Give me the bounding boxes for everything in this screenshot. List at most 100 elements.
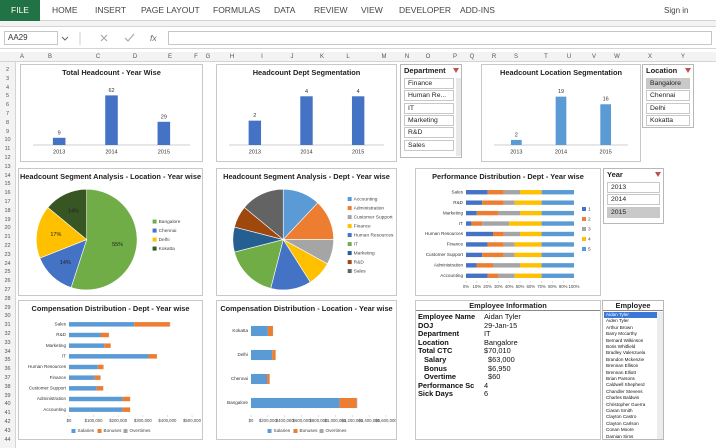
row-header[interactable]: 20 [4,225,11,232]
row-header[interactable]: 26 [4,278,11,285]
row-header[interactable]: 18 [4,207,11,214]
row-header[interactable]: 38 [4,383,11,390]
column-header[interactable]: R [491,54,497,60]
row-header[interactable]: 44 [4,436,11,443]
row-header[interactable]: 34 [4,348,11,355]
enter-icon[interactable] [124,33,135,42]
row-header[interactable]: 28 [4,295,11,302]
slicer-item[interactable]: Sales [404,139,454,151]
slicer-item[interactable]: 2013 [607,182,660,193]
row-header[interactable]: 16 [4,190,11,197]
column-header[interactable]: I [261,54,263,60]
ribbon-tab[interactable]: DATA [274,5,296,15]
column-header[interactable]: L [346,54,350,60]
employee-name[interactable]: Boris Whitfield [606,344,636,349]
list-scrollbar[interactable] [657,312,663,439]
row-header[interactable]: 41 [4,410,11,417]
employee-name[interactable]: Brandon Mckenzie [606,356,645,362]
employee-name[interactable]: Aidan Tyler [604,312,657,319]
row-header[interactable]: 6 [5,102,10,109]
row-header[interactable]: 11 [4,146,11,153]
column-header[interactable]: Y [680,54,685,60]
column-header[interactable]: A [19,54,24,60]
slicer-scrollbar[interactable] [456,78,461,156]
row-header[interactable]: 35 [4,357,11,364]
row-header[interactable]: 19 [4,216,11,223]
row-header[interactable]: 39 [4,392,11,399]
ribbon-tab[interactable]: INSERT [95,5,127,15]
column-header[interactable]: T [544,54,548,60]
row-header[interactable]: 32 [4,331,11,337]
ribbon-tab[interactable]: FORMULAS [213,5,261,15]
row-header[interactable]: 8 [5,119,10,126]
row-header[interactable]: 23 [4,251,11,258]
employee-name[interactable]: Barry Mccarthy [606,331,637,337]
slicer-item[interactable]: Human Re... [404,90,454,102]
column-header[interactable]: W [614,54,620,60]
slicer-item[interactable]: Bangalore [646,78,690,89]
row-header[interactable]: 21 [4,234,11,241]
slicer-item[interactable]: 2015 [607,206,660,218]
slicer-filter-icon[interactable] [655,172,661,177]
column-header[interactable]: E [167,54,172,60]
employee-name[interactable]: Bradley Valenzuela [606,350,646,356]
slicer-item[interactable]: Marketing [404,114,454,126]
row-header[interactable]: 2 [5,67,10,73]
row-header[interactable]: 3 [5,75,10,82]
ribbon-tab[interactable]: ADD-INS [460,5,495,15]
column-header[interactable]: N [404,54,410,60]
slicer-filter-icon[interactable] [685,68,691,73]
slicer-item[interactable]: Delhi [646,102,690,114]
ribbon-tab[interactable]: REVIEW [314,5,348,15]
slicer-item[interactable]: Chennai [646,90,690,102]
row-header[interactable]: 4 [5,84,10,91]
row-header[interactable]: 9 [5,128,10,135]
chart[interactable]: Headcount Location Segmentation 2 2013 19 20… [481,64,641,162]
column-header[interactable]: V [591,54,596,60]
chart[interactable]: Headcount Segment Analysis - Dept - Year… [216,168,397,296]
column-header[interactable]: J [290,54,294,60]
chart[interactable]: Headcount Segment Analysis - Location - … [18,168,203,296]
column-header[interactable]: S [513,54,518,60]
employee-name[interactable]: Conan Moore [606,427,634,433]
slicer-filter-icon[interactable] [453,68,459,73]
employee-name[interactable]: Clayton Carlson [606,420,639,426]
ribbon-tab[interactable]: HOME [52,5,78,15]
chart[interactable]: Total Headcount - Year Wise 9 2013 62 2014 29… [20,64,203,162]
slicer-item[interactable]: Kokatta [646,114,690,126]
slicer-item[interactable]: IT [404,102,454,114]
employee-name[interactable]: Caldwell Shepherd [606,382,645,388]
employee-name[interactable]: Arthur Brown [606,324,633,330]
row-header[interactable]: 24 [4,260,11,267]
chart[interactable]: Performance Distribution - Dept - Year w… [415,168,601,296]
sign-in[interactable]: Sign in [664,6,689,15]
column-header[interactable]: B [47,54,52,60]
row-header[interactable]: 43 [4,427,11,434]
row-header[interactable]: 5 [5,93,10,100]
row-header[interactable]: 30 [4,313,11,320]
slicer-item[interactable]: 2014 [607,194,660,206]
employee-name[interactable]: Clayton Castro [606,414,637,420]
row-header[interactable]: 31 [4,322,11,329]
file-tab[interactable]: FILE [0,0,40,21]
column-header[interactable]: M [381,54,387,60]
employee-name[interactable]: Aiden Tyler [606,318,629,324]
employee-name[interactable]: Chandler Stevens [606,388,643,394]
name-box[interactable]: AA29 [4,31,58,45]
slicer-item[interactable]: R&D [404,127,454,139]
employee-name[interactable]: Charles Baldwin [606,395,640,401]
row-header[interactable]: 27 [4,287,11,293]
row-header[interactable]: 29 [4,304,11,311]
column-header[interactable]: P [452,54,457,60]
slicer-item[interactable]: Finance [404,78,454,89]
row-header[interactable]: 36 [4,366,11,373]
row-header[interactable]: 13 [4,163,11,170]
fx-button[interactable]: fx [150,33,157,43]
employee-name[interactable]: Bernard Wilkinson [606,337,644,343]
row-header[interactable]: 10 [4,137,11,144]
row-header[interactable]: 37 [4,375,11,381]
row-header[interactable]: 15 [4,181,11,188]
employee-name[interactable]: Brian Parsons [606,376,635,381]
employee-name[interactable]: Brennan Elliott [606,369,636,375]
formula-input[interactable] [168,31,712,45]
